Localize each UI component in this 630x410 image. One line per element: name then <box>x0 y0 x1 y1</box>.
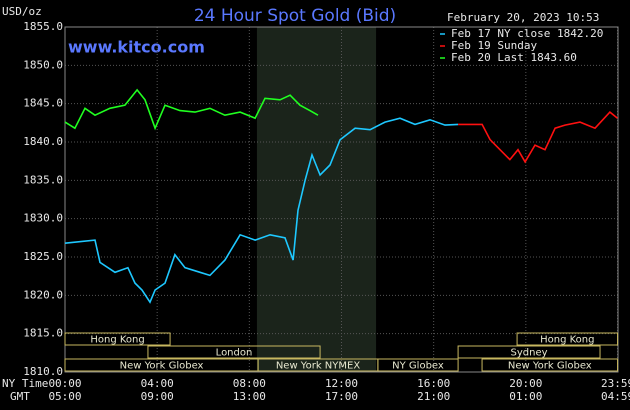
session-box <box>64 332 171 346</box>
x2-tick-label: 04:59 <box>601 390 630 403</box>
series-line <box>458 111 619 164</box>
x-tick-label: 04:00 <box>141 377 174 390</box>
plot-frame <box>64 26 619 373</box>
x-tick-label: 00:00 <box>48 377 81 390</box>
x2-tick-label: 17:00 <box>325 390 358 403</box>
y-tick-label: 1850.0 <box>23 58 63 71</box>
y-axis-label: USD/oz <box>2 5 42 18</box>
session-label: New York Globex <box>120 361 204 372</box>
session-label: Hong Kong <box>90 335 144 346</box>
x2-tick-label: 21:00 <box>417 390 450 403</box>
site-label: www.kitco.com <box>68 38 205 57</box>
timestamp: February 20, 2023 10:53 <box>447 11 599 24</box>
x-tick-label: 20:00 <box>509 377 542 390</box>
x-tick-label: 12:00 <box>325 377 358 390</box>
series-line <box>64 117 459 304</box>
x-axis-label: NY Time <box>2 377 48 390</box>
x-tick-label: 23:59 <box>601 377 630 390</box>
y-tick-label: 1820.0 <box>23 288 63 301</box>
series-line <box>64 88 319 131</box>
session-label: London <box>216 348 253 359</box>
session-label: NY Globex <box>392 361 444 372</box>
y-tick-label: 1855.0 <box>23 20 63 33</box>
session-label: Sydney <box>511 348 548 359</box>
legend-entry: Feb 20 Last 1843.60 <box>451 51 577 64</box>
session-box <box>457 345 601 359</box>
session-box <box>147 345 321 359</box>
session-box <box>516 332 619 346</box>
legend-entry: Feb 17 NY close 1842.20 <box>451 27 603 40</box>
x2-tick-label: 01:00 <box>509 390 542 403</box>
x2-tick-label: 13:00 <box>233 390 266 403</box>
y-tick-label: 1830.0 <box>23 212 63 225</box>
y-tick-label: 1815.0 <box>23 327 63 340</box>
x2-tick-label: 09:00 <box>141 390 174 403</box>
y-tick-label: 1835.0 <box>23 173 63 186</box>
session-box <box>481 358 619 372</box>
session-label: Hong Kong <box>540 335 594 346</box>
chart-title: 24 Hour Spot Gold (Bid) <box>194 6 396 26</box>
y-tick-label: 1825.0 <box>23 250 63 263</box>
y-tick-label: 1810.0 <box>23 365 63 378</box>
session-box <box>377 358 459 372</box>
x-tick-label: 16:00 <box>417 377 450 390</box>
session-label: New York NYMEX <box>276 361 361 372</box>
y-tick-label: 1845.0 <box>23 97 63 110</box>
shaded-range <box>256 27 377 372</box>
session-label: New York Globex <box>508 361 592 372</box>
x-tick-label: 08:00 <box>233 377 266 390</box>
x2-tick-label: 05:00 <box>48 390 81 403</box>
x2-axis-label: GMT <box>10 390 30 403</box>
y-tick-label: 1840.0 <box>23 135 63 148</box>
legend-entry: Feb 19 Sunday <box>451 39 537 52</box>
